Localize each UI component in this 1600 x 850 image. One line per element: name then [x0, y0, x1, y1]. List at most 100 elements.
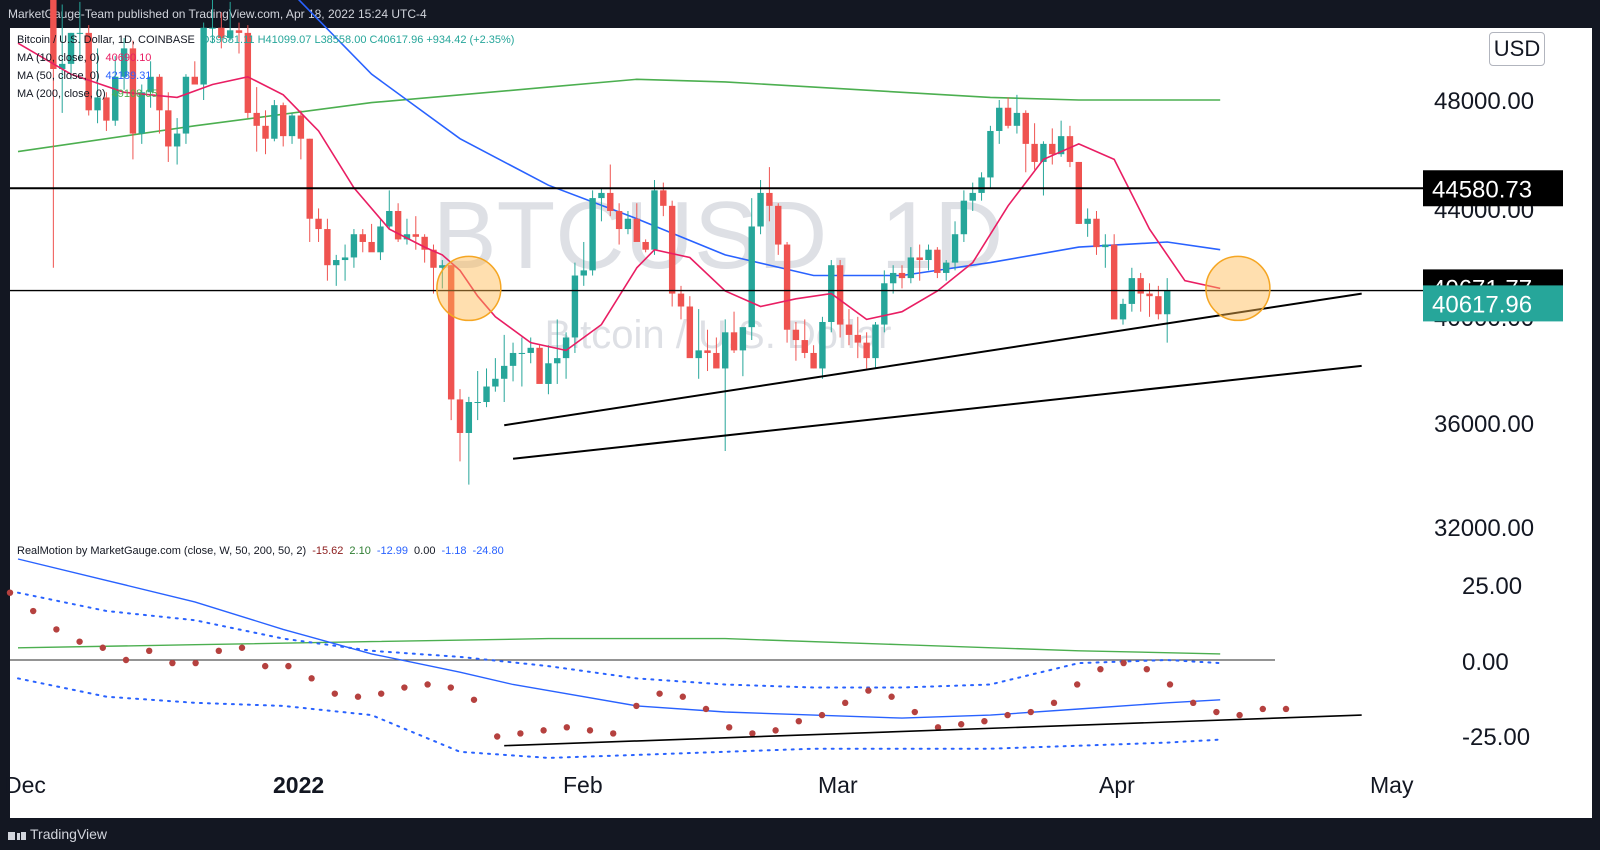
candle-body — [1155, 296, 1162, 315]
ma200-value: 49108.05 — [111, 88, 158, 100]
realmotion-dot — [656, 690, 663, 697]
candle-body — [916, 257, 923, 261]
candle-body — [642, 241, 649, 250]
candle-body — [253, 112, 260, 126]
date-label-feb: Feb — [563, 772, 603, 798]
candle-body — [94, 97, 101, 111]
candle-body — [218, 27, 225, 39]
candle-body — [695, 350, 702, 359]
candle-body — [996, 107, 1003, 131]
realmotion-dot — [818, 711, 826, 719]
ma10-legend-row[interactable]: MA (10, close, 0) 40690.10 — [17, 52, 157, 64]
chart-area[interactable] — [10, 28, 1592, 818]
ma10-label: MA (10, close, 0) — [17, 52, 100, 64]
realmotion-dot — [53, 626, 60, 633]
candle-body — [801, 340, 808, 353]
currency-button[interactable]: USD — [1489, 32, 1545, 66]
candle-body — [288, 115, 296, 137]
candle-body — [350, 234, 358, 258]
price-tick-36000: 36000.00 — [1434, 411, 1534, 438]
symbol-legend-row: Bitcoin / U.S. Dollar, 1D, COINBASE O3968… — [17, 34, 520, 46]
realmotion-dot — [192, 659, 199, 667]
candle-body — [819, 321, 826, 369]
candle-body — [624, 218, 632, 230]
realmotion-dot — [1236, 711, 1243, 719]
realmotion-dot — [1259, 705, 1267, 713]
realmotion-dot — [888, 693, 895, 700]
candle-body — [297, 115, 305, 139]
date-label-dec: Dec — [5, 772, 46, 798]
candle-body — [1013, 112, 1021, 126]
realmotion-dot — [865, 687, 872, 694]
candle-body — [1119, 303, 1127, 320]
candle-body — [580, 270, 587, 276]
realmotion-dot — [1097, 665, 1104, 673]
candle-body — [527, 347, 534, 353]
candle-body — [845, 324, 853, 335]
candle-body — [1164, 291, 1171, 315]
candle-body — [677, 293, 685, 307]
indicator-tick-0: 0.00 — [1462, 649, 1509, 676]
candle-body — [775, 205, 782, 245]
candle-body — [67, 32, 75, 64]
realmotion-dot — [749, 730, 756, 737]
candle-body — [766, 192, 773, 206]
candle-body — [492, 378, 499, 387]
tradingview-logo-icon — [8, 827, 26, 840]
indicator-legend-row[interactable]: RealMotion by MarketGauge.com (close, W,… — [17, 545, 510, 557]
candle-body — [191, 76, 198, 85]
candle-body — [1057, 136, 1065, 155]
candle-body — [271, 105, 278, 139]
candle-body — [421, 236, 428, 250]
candle-body — [660, 190, 667, 206]
tradingview-footer[interactable]: TradingView — [8, 826, 107, 842]
candle-body — [978, 177, 985, 193]
candle-body — [1031, 143, 1038, 162]
candle-body — [615, 210, 623, 230]
indicator-green-line — [17, 637, 1221, 655]
candle-body — [1066, 136, 1074, 162]
realmotion-dot — [122, 656, 130, 664]
candle-body — [244, 32, 252, 113]
candle-body — [333, 260, 340, 266]
realmotion-dot — [702, 705, 710, 713]
candle-body — [235, 30, 243, 33]
realmotion-dot — [563, 724, 570, 731]
price-badge — [1423, 285, 1563, 322]
ma200-label: MA (200, close, 0) — [17, 88, 106, 100]
highlight-circle — [436, 255, 502, 322]
ma50-legend-row[interactable]: MA (50, close, 0) 42189.31 — [17, 70, 157, 82]
candle-body — [315, 218, 322, 230]
candle-body — [262, 125, 269, 139]
candle-body — [465, 402, 473, 433]
indicator-value-4: -1.18 — [441, 545, 467, 557]
candle-body — [59, 63, 66, 70]
realmotion-dot — [238, 644, 246, 651]
indicator-value-3: 0.00 — [414, 545, 436, 557]
candle-body — [810, 352, 817, 369]
realmotion-dot — [1074, 681, 1081, 688]
price-badge-value: 44580.73 — [1432, 176, 1532, 203]
ma50-value: 42189.31 — [105, 70, 152, 82]
candle-body — [783, 244, 791, 330]
candle-body — [589, 198, 596, 271]
price-tick-32000: 32000.00 — [1434, 515, 1534, 542]
candle-body — [76, 32, 84, 34]
candle-body — [501, 365, 508, 379]
ma10-line — [17, 42, 1221, 352]
candle-body — [439, 265, 446, 268]
candle-body — [226, 30, 234, 39]
candle-body — [129, 48, 137, 134]
realmotion-dot — [772, 727, 779, 734]
candle-body — [1075, 161, 1082, 224]
candle-body — [447, 265, 455, 400]
indicator-value-2: -12.99 — [376, 545, 409, 557]
ma200-legend-row[interactable]: MA (200, close, 0) 49108.05 — [17, 88, 164, 100]
candle-body — [518, 352, 526, 354]
symbol-label[interactable]: Bitcoin / U.S. Dollar, 1D, COINBASE — [17, 34, 195, 46]
date-label-2022: 2022 — [273, 772, 324, 798]
candle-body — [722, 332, 729, 369]
candle-body — [934, 249, 941, 273]
realmotion-dot — [285, 662, 292, 670]
realmotion-dot — [1004, 711, 1011, 719]
